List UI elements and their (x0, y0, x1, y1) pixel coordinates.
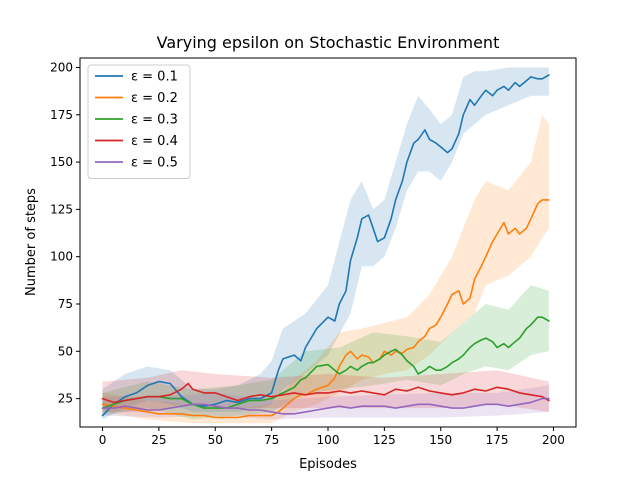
x-tick-label: 25 (151, 433, 166, 447)
confidence-bands (102, 67, 549, 424)
series-3-band (102, 285, 549, 420)
legend-label: ε = 0.4 (131, 134, 178, 149)
x-axis-label: Episodes (299, 457, 357, 472)
x-tick-label: 0 (99, 433, 107, 447)
series-5-band (102, 385, 549, 420)
series-4-band (102, 370, 549, 412)
legend-label: ε = 0.2 (131, 91, 178, 106)
legend-label: ε = 0.3 (131, 113, 178, 128)
x-tick-label: 50 (208, 433, 223, 447)
x-tick-label: 150 (429, 433, 452, 447)
legend-label: ε = 0.1 (131, 70, 178, 85)
series-1-band (102, 67, 549, 420)
legend-box (87, 64, 191, 179)
x-tick-label: 75 (264, 433, 279, 447)
series-3-line (101, 316, 550, 409)
x-tick-label: 100 (317, 433, 340, 447)
series-5-line (101, 397, 550, 415)
series-2-band (102, 114, 549, 424)
chart-title: Varying epsilon on Stochastic Environmen… (157, 33, 500, 52)
x-tick-label: 125 (373, 433, 396, 447)
x-tick-label: 200 (542, 433, 565, 447)
legend-label: ε = 0.5 (131, 156, 178, 171)
legend: ε = 0.1 ε = 0.2 ε = 0.3 ε = 0.4 ε = 0.5 (87, 64, 191, 179)
y-axis: 25 50 75 100 125 150 175 200 (50, 60, 80, 406)
y-tick-label: 150 (50, 155, 73, 169)
y-tick-label: 125 (50, 202, 73, 216)
y-tick-label: 175 (50, 108, 73, 122)
y-tick-label: 200 (50, 60, 73, 74)
y-axis-label: Number of steps (24, 188, 39, 296)
x-tick-label: 175 (486, 433, 509, 447)
y-tick-label: 75 (58, 297, 73, 311)
y-tick-label: 50 (58, 344, 73, 358)
y-tick-label: 100 (50, 250, 73, 264)
series-lines (101, 74, 550, 419)
series-1-line (101, 74, 550, 417)
x-axis: 0 25 50 75 100 125 150 175 200 (99, 427, 565, 447)
y-tick-label: 25 (58, 392, 73, 406)
series-4-line (101, 382, 550, 404)
